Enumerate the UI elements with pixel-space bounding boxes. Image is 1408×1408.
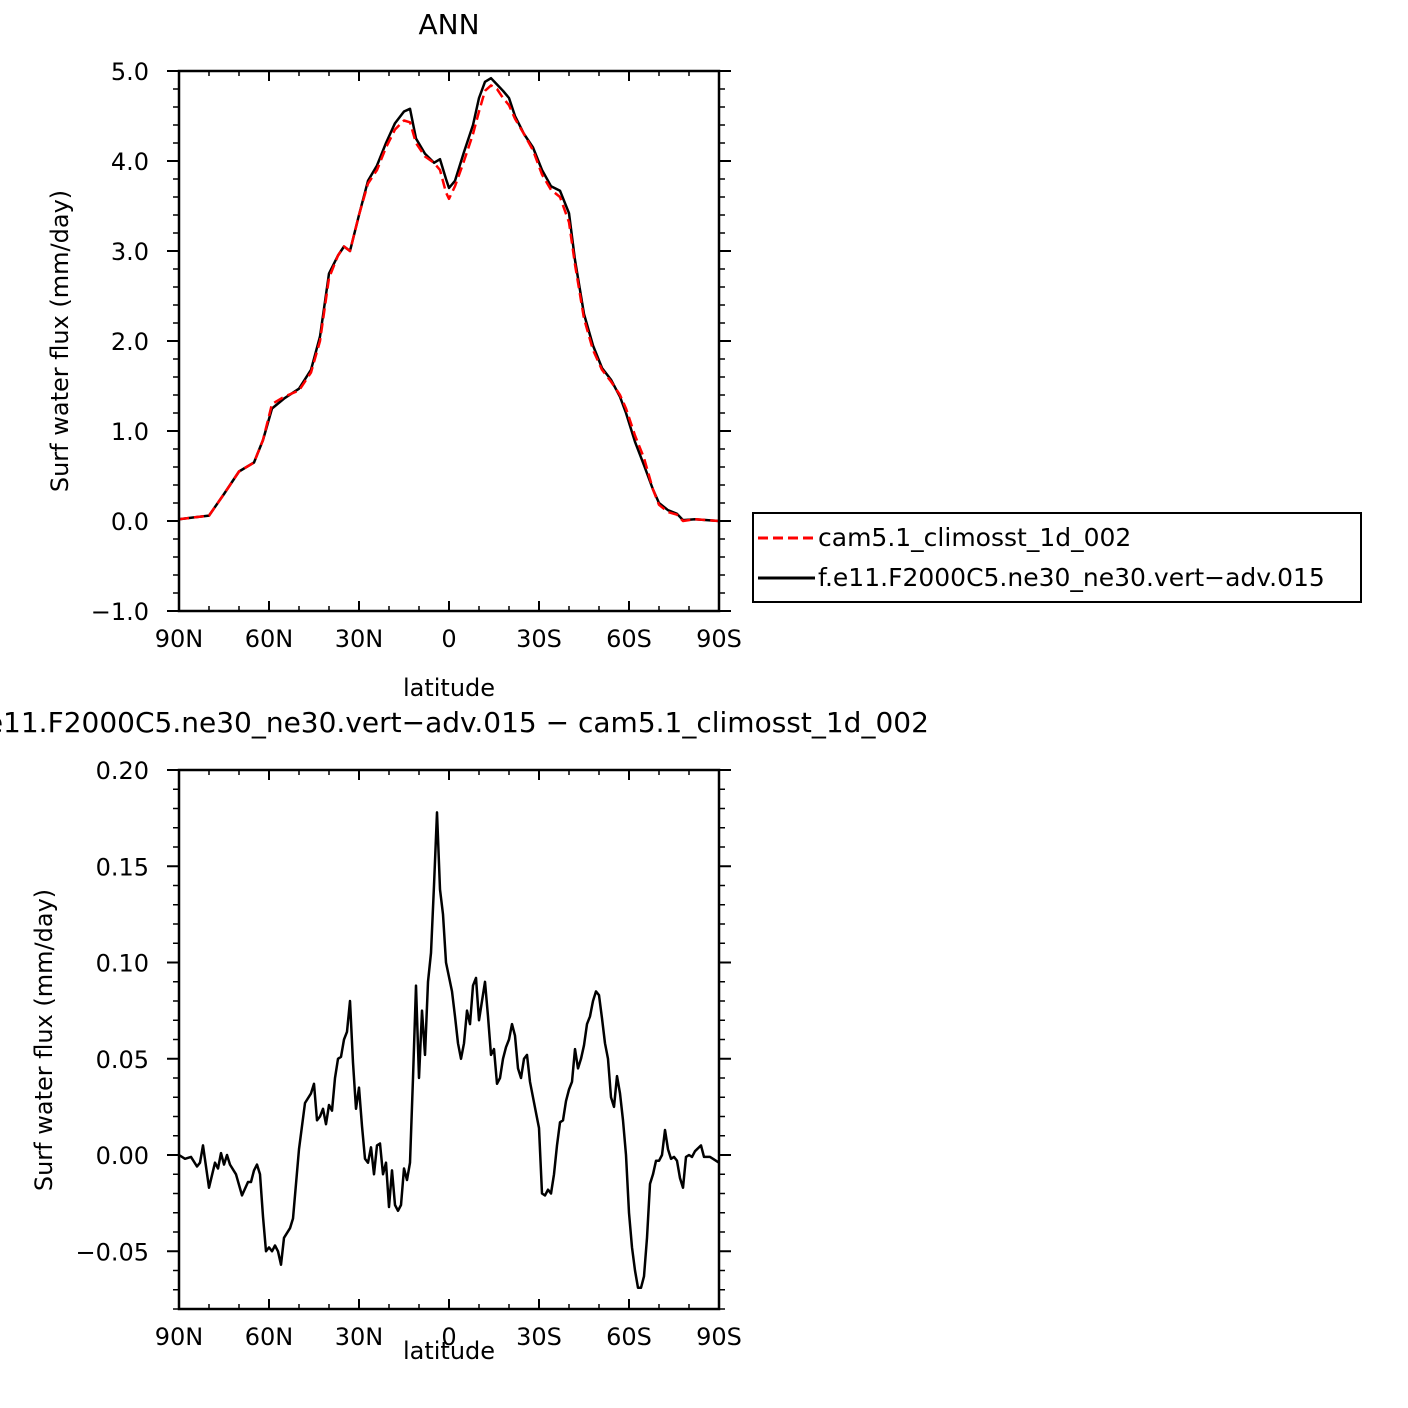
top-x-tick-label: 60S (606, 625, 652, 653)
top-x-tick-label: 90N (155, 625, 204, 653)
bottom-y-tick-label: 0.20 (96, 757, 149, 785)
top-series-line-0 (178, 84, 720, 523)
bottom-chart: f.e11.F2000C5.ne30_ne30.vert−adv.015 − c… (0, 706, 929, 1365)
legend-label-cam5: cam5.1_climosst_1d_002 (818, 523, 1131, 552)
legend-box (752, 512, 1362, 603)
top-y-tick-label: −1.0 (91, 598, 149, 626)
top-y-tick-label: 5.0 (111, 58, 149, 86)
bottom-x-tick-label: 30S (516, 1323, 562, 1351)
top-chart-title: ANN (418, 8, 479, 41)
top-x-tick-label: 30S (516, 625, 562, 653)
bottom-x-tick-label: 90N (155, 1323, 204, 1351)
top-y-tick-label: 1.0 (111, 418, 149, 446)
top-x-tick-label: 90S (696, 625, 742, 653)
legend: cam5.1_climosst_1d_002 f.e11.F2000C5.ne3… (752, 512, 1362, 603)
top-y-tick-label: 4.0 (111, 148, 149, 176)
bottom-x-tick-label: 60N (245, 1323, 294, 1351)
bottom-series-line-0 (178, 811, 720, 1290)
top-chart-x-axis-label: latitude (403, 674, 495, 702)
legend-label-f-e11: f.e11.F2000C5.ne30_ne30.vert−adv.015 (818, 563, 1325, 592)
top-x-tick-label: 30N (335, 625, 384, 653)
bottom-chart-x-axis-label: latitude (403, 1337, 495, 1365)
bottom-chart-plot-frame (177, 768, 721, 1311)
bottom-y-tick-label: 0.05 (96, 1046, 149, 1074)
top-chart-plot-frame (177, 69, 721, 613)
top-chart: ANN Surf water flux (mm/day) latitude 90… (46, 8, 742, 702)
top-chart-y-axis-label: Surf water flux (mm/day) (46, 190, 74, 492)
bottom-x-tick-label: 60S (606, 1323, 652, 1351)
top-x-tick-label: 0 (441, 625, 456, 653)
bottom-y-tick-label: 0.15 (96, 853, 149, 881)
top-x-tick-label: 60N (245, 625, 294, 653)
bottom-chart-title: f.e11.F2000C5.ne30_ne30.vert−adv.015 − c… (0, 706, 929, 739)
top-y-tick-label: 0.0 (111, 508, 149, 536)
bottom-y-tick-label: 0.10 (96, 950, 149, 978)
top-y-tick-label: 3.0 (111, 238, 149, 266)
top-series-line-1 (178, 76, 720, 523)
bottom-y-tick-label: −0.05 (75, 1238, 149, 1266)
bottom-x-tick-label: 30N (335, 1323, 384, 1351)
top-y-tick-label: 2.0 (111, 328, 149, 356)
bottom-x-tick-label: 0 (441, 1323, 456, 1351)
bottom-x-tick-label: 90S (696, 1323, 742, 1351)
bottom-chart-y-axis-label: Surf water flux (mm/day) (30, 889, 58, 1191)
bottom-y-tick-label: 0.00 (96, 1142, 149, 1170)
